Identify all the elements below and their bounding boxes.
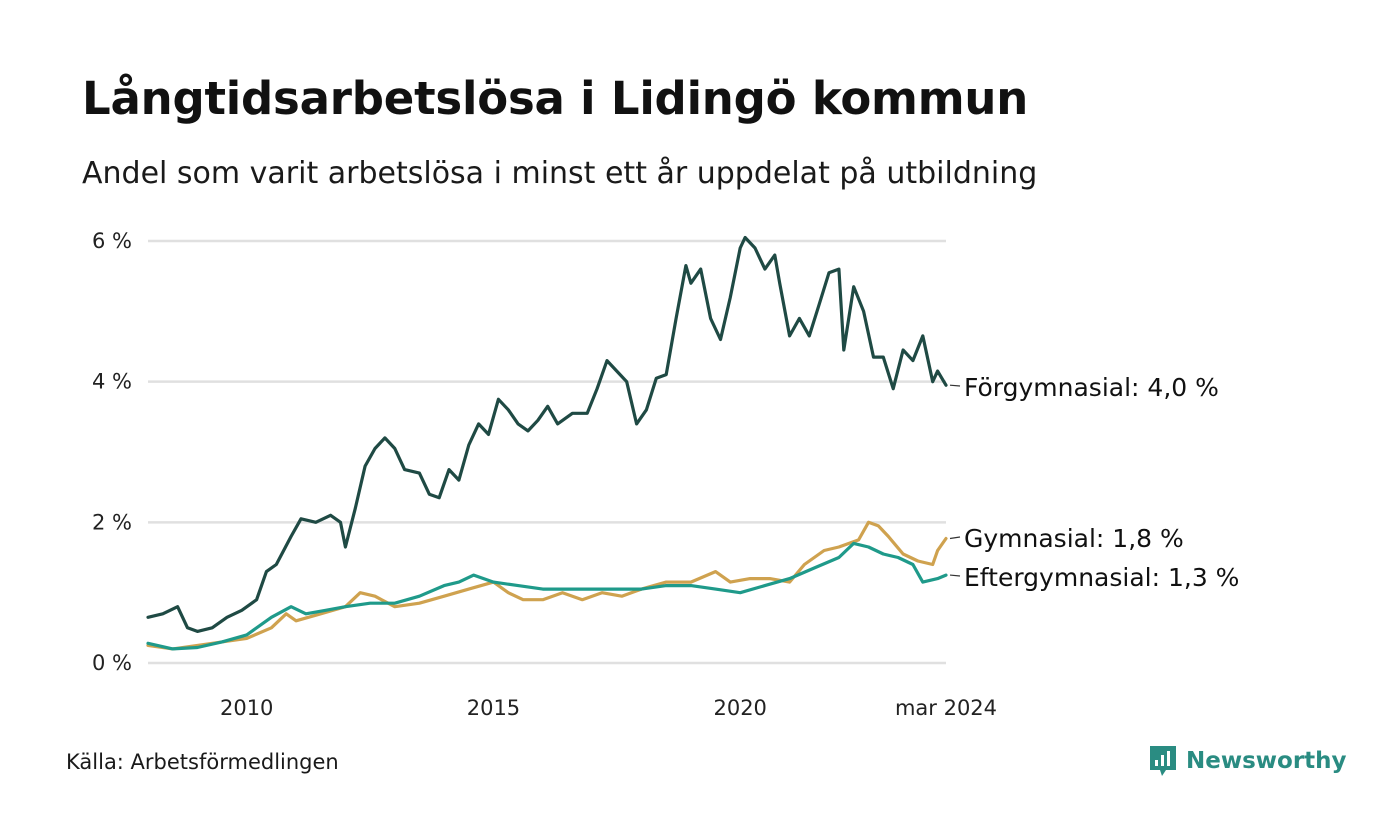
series-label-f-rgymnasial: Förgymnasial: 4,0 %	[964, 373, 1219, 402]
label-leader-gymnasial	[949, 536, 961, 540]
series-label-eftergymnasial: Eftergymnasial: 1,3 %	[964, 563, 1239, 592]
brand-name: Newsworthy	[1186, 748, 1347, 774]
newsworthy-logo-icon	[1150, 746, 1176, 776]
y-axis-ticks: 0 % 2 % 4 % 6 %	[92, 229, 132, 675]
y-tick-label: 4 %	[92, 370, 132, 394]
source-note: Källa: Arbetsförmedlingen	[66, 750, 339, 774]
series-line-f-rgymnasial	[146, 235, 948, 633]
series-line-eftergymnasial	[146, 541, 948, 651]
series-end-labels: Förgymnasial: 4,0 % Gymnasial: 1,8 % Efter…	[949, 373, 1239, 592]
x-tick-label: mar 2024	[895, 696, 997, 720]
y-tick-label: 6 %	[92, 229, 132, 253]
gridlines	[148, 239, 946, 665]
series-label-gymnasial: Gymnasial: 1,8 %	[964, 524, 1184, 553]
chart-title: Långtidsarbetslösa i Lidingö kommun	[82, 72, 1029, 125]
label-leader-f-rgymnasial	[949, 384, 961, 387]
label-leader-eftergymnasial	[949, 574, 961, 577]
series-lines	[146, 235, 948, 651]
brand-logo: Newsworthy	[1148, 744, 1347, 778]
x-tick-label: 2015	[467, 696, 520, 720]
y-tick-label: 2 %	[92, 510, 132, 534]
y-tick-label: 0 %	[92, 651, 132, 675]
x-tick-label: 2010	[220, 696, 273, 720]
chart-subtitle: Andel som varit arbetslösa i minst ett å…	[82, 156, 1038, 191]
x-axis-ticks: 2010 2015 2020 mar 2024	[220, 696, 997, 720]
x-tick-label: 2020	[713, 696, 766, 720]
series-line-gymnasial	[146, 520, 948, 651]
